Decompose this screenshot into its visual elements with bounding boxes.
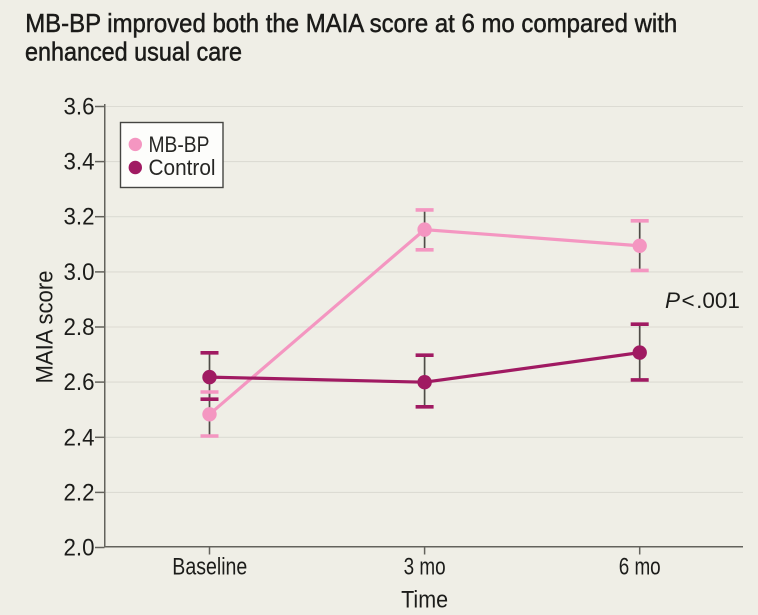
svg-text:MB-BP improved both the MAIA s: MB-BP improved both the MAIA score at 6 … [25,8,677,38]
svg-text:Control: Control [149,155,216,180]
svg-text:MAIA score: MAIA score [32,271,59,384]
svg-text:P<.001: P<.001 [665,288,740,313]
svg-text:MB-BP: MB-BP [149,132,210,157]
svg-text:6 mo: 6 mo [619,553,661,580]
svg-text:2.8: 2.8 [64,314,95,341]
svg-text:3 mo: 3 mo [404,553,446,580]
svg-text:3.6: 3.6 [64,94,95,121]
svg-text:3.4: 3.4 [64,149,95,176]
svg-text:Time: Time [401,587,448,614]
svg-text:3.0: 3.0 [64,259,95,286]
svg-text:Baseline: Baseline [172,553,247,580]
svg-text:2.2: 2.2 [64,479,95,506]
svg-text:3.2: 3.2 [64,204,95,231]
svg-text:2.4: 2.4 [64,424,95,451]
svg-text:2.0: 2.0 [64,535,95,562]
svg-text:2.6: 2.6 [64,369,95,396]
svg-text:enhanced usual care: enhanced usual care [25,37,242,67]
